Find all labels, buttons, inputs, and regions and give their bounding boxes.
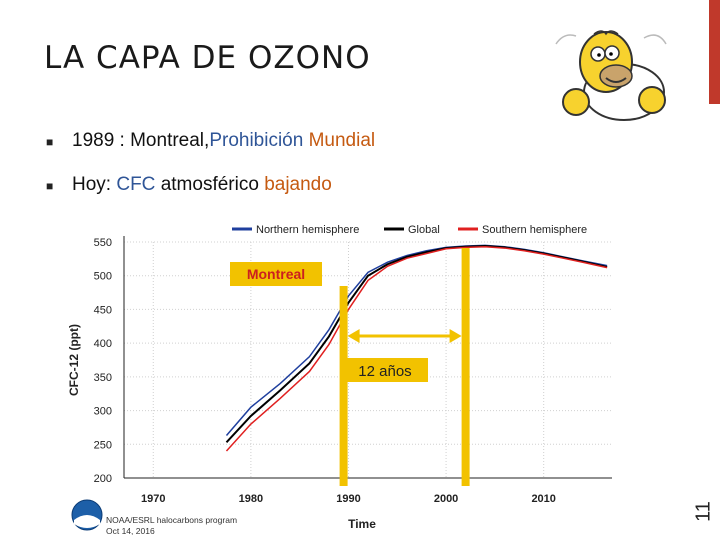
x-tick-label: 1970: [141, 493, 165, 505]
bullet-marker: ■: [46, 179, 54, 193]
montreal-marker-bar: [339, 286, 348, 486]
y-tick-label: 250: [94, 439, 112, 451]
y-tick-label: 450: [94, 304, 112, 316]
legend-label: Northern hemisphere: [256, 224, 359, 236]
bullet-text-part: atmosférico: [155, 174, 265, 195]
bullet-text-part: CFC: [116, 174, 156, 195]
legend-label: Southern hemisphere: [482, 224, 587, 236]
gap-label: 12 años: [358, 363, 411, 380]
bullet-marker: ■: [46, 135, 54, 149]
y-axis-label: CFC-12 (ppt): [67, 324, 81, 396]
credit-date: Oct 14, 2016: [106, 526, 155, 536]
bullet-item: ■ Hoy: CFC atmosférico bajando: [46, 174, 375, 218]
bullet-text-part: bajando: [264, 174, 332, 195]
bullet-text-part: Hoy:: [72, 174, 117, 195]
x-tick-label: 1990: [336, 493, 360, 505]
gap-end-marker-bar: [461, 248, 470, 486]
bullet-text-part: 1989 : Montreal,: [72, 130, 210, 151]
legend-label: Global: [408, 224, 440, 236]
y-tick-label: 400: [94, 338, 112, 350]
gap-label-box: [342, 358, 428, 382]
y-tick-label: 500: [94, 271, 112, 283]
bullet-item: ■ 1989 : Montreal, Prohibición Mundial: [46, 130, 375, 174]
series-line: [225, 245, 608, 452]
noaa-logo-wave: [74, 515, 100, 528]
y-tick-label: 200: [94, 473, 112, 485]
accent-bar: [709, 0, 720, 104]
bullet-text-part: Prohibición: [209, 130, 304, 151]
x-tick-label: 1980: [239, 493, 263, 505]
x-tick-label: 2000: [434, 493, 458, 505]
slide-title: LA CAPA DE OZONO: [44, 40, 371, 76]
x-axis-label: Time: [348, 517, 376, 531]
montreal-label-box: [230, 262, 322, 286]
y-tick-label: 550: [94, 237, 112, 249]
montreal-label: Montreal: [247, 266, 305, 282]
x-tick-label: 2010: [531, 493, 555, 505]
gap-arrow-head-left: [347, 329, 360, 343]
y-tick-label: 300: [94, 406, 112, 418]
credit-line: NOAA/ESRL halocarbons program: [106, 515, 237, 525]
homer-cartoon-icon: [546, 14, 676, 134]
y-tick-label: 350: [94, 372, 112, 384]
bullet-list: ■ 1989 : Montreal, Prohibición Mundial ■…: [46, 130, 375, 218]
bullet-text-part: Mundial: [303, 130, 376, 151]
gap-arrow-head-right: [449, 329, 462, 343]
